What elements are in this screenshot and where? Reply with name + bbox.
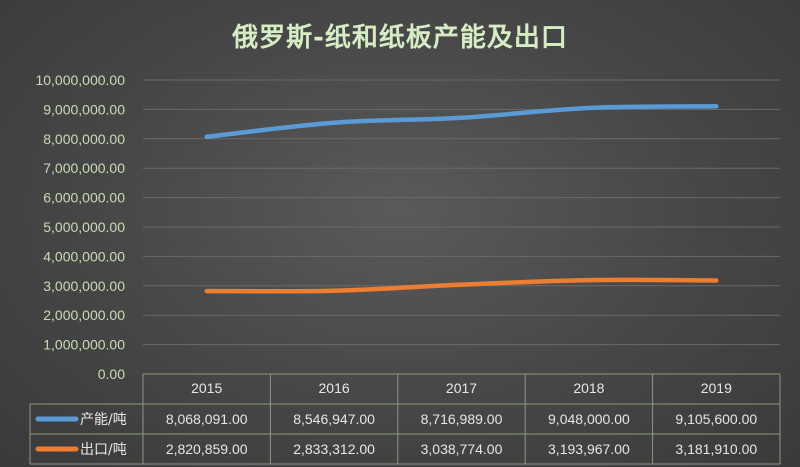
data-table-value: 3,193,967.00 bbox=[548, 441, 630, 457]
y-tick-label: 4,000,000.00 bbox=[43, 248, 125, 264]
y-tick-label: 5,000,000.00 bbox=[43, 219, 125, 235]
data-table-value: 8,716,989.00 bbox=[421, 411, 503, 427]
data-table-value: 3,181,910.00 bbox=[675, 441, 757, 457]
data-table-value: 8,068,091.00 bbox=[166, 411, 248, 427]
y-tick-label: 7,000,000.00 bbox=[43, 160, 125, 176]
data-table-value: 9,105,600.00 bbox=[675, 411, 757, 427]
chart-title: 俄罗斯-纸和纸板产能及出口 bbox=[231, 22, 568, 53]
y-axis-ticks: 0.00 1,000,000.00 2,000,000.00 3,000,000.00… bbox=[35, 72, 125, 382]
data-table-value: 3,038,774.00 bbox=[421, 441, 503, 457]
y-tick-label: 0.00 bbox=[98, 366, 125, 382]
series-line bbox=[204, 277, 719, 294]
y-tick-label: 9,000,000.00 bbox=[43, 101, 125, 117]
data-table-value: 2,833,312.00 bbox=[293, 441, 375, 457]
y-tick-label: 2,000,000.00 bbox=[43, 307, 125, 323]
series-name: 出口/吨 bbox=[80, 442, 127, 458]
x-category-label: 2019 bbox=[701, 380, 732, 396]
series-line bbox=[204, 104, 719, 140]
x-category-label: 2016 bbox=[319, 380, 350, 396]
data-table-value: 9,048,000.00 bbox=[548, 411, 630, 427]
x-category-label: 2017 bbox=[446, 380, 477, 396]
series-name: 产能/吨 bbox=[80, 412, 127, 428]
y-tick-label: 8,000,000.00 bbox=[43, 131, 125, 147]
data-table-value: 8,546,947.00 bbox=[293, 411, 375, 427]
y-tick-label: 1,000,000.00 bbox=[43, 337, 125, 353]
data-table: 2015 2016 2017 2018 2019 产能/吨 8,068,091.00 8,54… bbox=[29, 373, 781, 465]
y-tick-label: 3,000,000.00 bbox=[43, 278, 125, 294]
y-tick-label: 10,000,000.00 bbox=[35, 72, 125, 88]
series-lines bbox=[204, 104, 719, 294]
x-category-label: 2015 bbox=[191, 380, 222, 396]
y-tick-label: 6,000,000.00 bbox=[43, 190, 125, 206]
x-category-label: 2018 bbox=[573, 380, 604, 396]
gridlines bbox=[143, 79, 780, 346]
data-table-value: 2,820,859.00 bbox=[166, 441, 248, 457]
